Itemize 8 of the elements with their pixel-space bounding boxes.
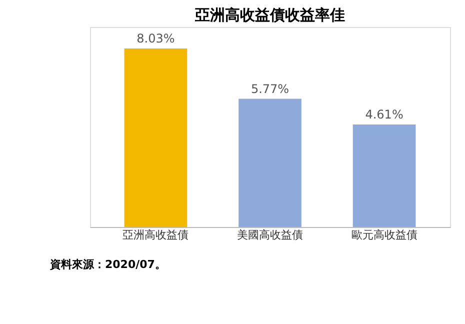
chart-title: 亞洲高收益債收益率佳 [194, 6, 345, 24]
source-note: 資料來源：2020/07。 [49, 258, 166, 271]
x-tick-label: 美國高收益債 [237, 228, 303, 242]
data-label: 5.77% [250, 82, 290, 96]
data-label: 8.03% [136, 32, 175, 46]
data-label: 4.61% [365, 108, 404, 122]
x-tick-label: 歐元高收益債 [351, 228, 418, 242]
x-tick-label: 亞洲高收益債 [122, 228, 189, 242]
